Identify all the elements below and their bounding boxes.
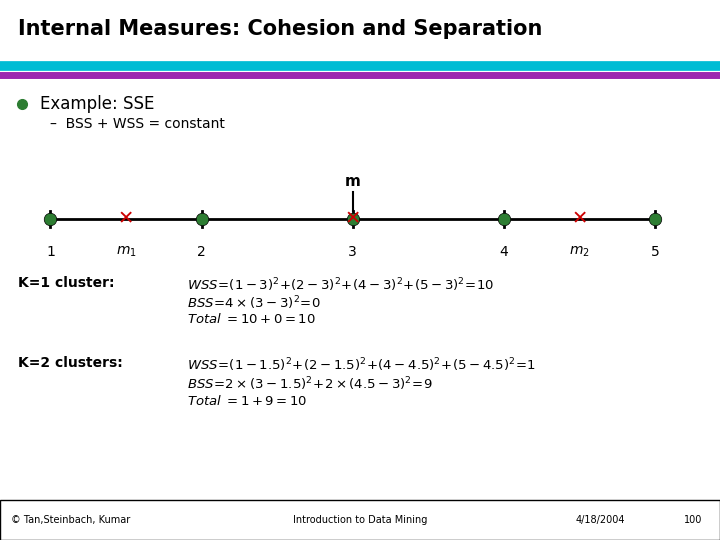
Text: ✕: ✕ [572, 209, 588, 228]
Text: © Tan,Steinbach, Kumar: © Tan,Steinbach, Kumar [11, 515, 130, 525]
FancyBboxPatch shape [0, 500, 720, 540]
Text: 4: 4 [500, 245, 508, 259]
Text: Example: SSE: Example: SSE [40, 94, 154, 113]
Text: 1: 1 [46, 245, 55, 259]
Text: –  BSS + WSS = constant: – BSS + WSS = constant [50, 117, 225, 131]
Text: $m_1$: $m_1$ [116, 245, 136, 259]
Text: $BSS\!=\!4\times(3-3)^2\!=\!0$: $BSS\!=\!4\times(3-3)^2\!=\!0$ [187, 294, 321, 312]
Text: K=1 cluster:: K=1 cluster: [18, 276, 114, 291]
Text: ✕: ✕ [345, 209, 361, 228]
Text: $WSS\!=\!(1-1.5)^2\!+\!(2-1.5)^2\!+\!(4-4.5)^2\!+\!(5-4.5)^2\!=\!1$: $WSS\!=\!(1-1.5)^2\!+\!(2-1.5)^2\!+\!(4-… [187, 356, 536, 374]
Text: 5: 5 [651, 245, 660, 259]
Text: 3: 3 [348, 245, 357, 259]
Text: ✕: ✕ [118, 209, 134, 228]
Text: Internal Measures: Cohesion and Separation: Internal Measures: Cohesion and Separati… [18, 19, 542, 39]
Text: 2: 2 [197, 245, 206, 259]
Text: $m_2$: $m_2$ [570, 245, 590, 259]
Text: K=2 clusters:: K=2 clusters: [18, 356, 122, 370]
Text: $Total\;=10+0=10$: $Total\;=10+0=10$ [187, 312, 316, 326]
Text: $WSS\!=\!(1-3)^2\!+\!(2-3)^2\!+\!(4-3)^2\!+\!(5-3)^2\!=\!10$: $WSS\!=\!(1-3)^2\!+\!(2-3)^2\!+\!(4-3)^2… [187, 276, 494, 294]
Text: $BSS\!=\!2\times(3-1.5)^2\!+\!2\times(4.5-3)^2\!=\!9$: $BSS\!=\!2\times(3-1.5)^2\!+\!2\times(4.… [187, 375, 433, 393]
Text: $Total\;=1+9=10$: $Total\;=1+9=10$ [187, 394, 307, 408]
Text: 100: 100 [683, 515, 702, 525]
Text: 4/18/2004: 4/18/2004 [576, 515, 626, 525]
Text: Introduction to Data Mining: Introduction to Data Mining [293, 515, 427, 525]
Text: m: m [345, 174, 361, 189]
